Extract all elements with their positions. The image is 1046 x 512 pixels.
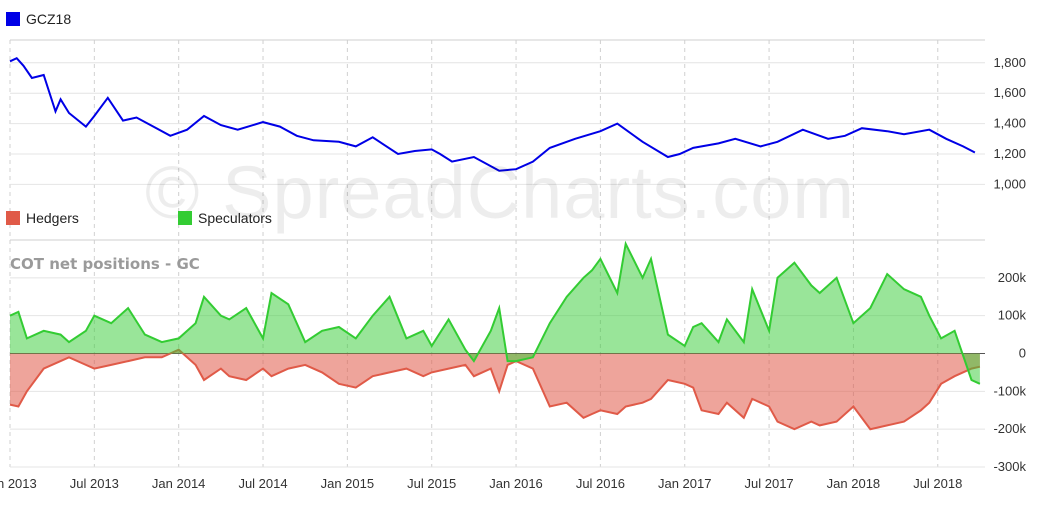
cot-panel: [9, 240, 981, 431]
x-tick-label: Jan 2015: [321, 476, 375, 491]
speculators-area: [10, 243, 980, 384]
legend-swatch-hedgers: [6, 211, 20, 225]
cot-panel-title: COT net positions - GC: [10, 255, 200, 273]
y-tick-label-cot: -200k: [993, 421, 1026, 436]
x-tick-label: Jan 2018: [827, 476, 881, 491]
y-tick-label-cot: -100k: [993, 383, 1026, 398]
axis-labels: Jan 2013 Jul 2013 Jan 2014 Jul 2014 Jan 2015…: [0, 55, 1026, 491]
legend-price[interactable]: GCZ18: [6, 11, 71, 27]
y-tick-label-price: 1,200: [993, 146, 1026, 161]
y-tick-label-price: 1,800: [993, 55, 1026, 70]
x-tick-label: Jul 2017: [745, 476, 794, 491]
legend-hedgers[interactable]: Hedgers: [6, 210, 79, 226]
watermark: © SpreadCharts.com: [145, 151, 856, 234]
y-tick-label-cot: 200k: [998, 270, 1027, 285]
x-tick-label: Jan 2013: [0, 476, 37, 491]
x-tick-label: Jul 2013: [70, 476, 119, 491]
x-tick-label: Jan 2017: [658, 476, 712, 491]
x-tick-label: Jul 2015: [407, 476, 456, 491]
legend-swatch-speculators: [178, 211, 192, 225]
legend-speculators[interactable]: Speculators: [178, 210, 272, 226]
price-series-line: [9, 56, 976, 172]
price-panel: [9, 56, 976, 172]
legend-label-price: GCZ18: [26, 11, 72, 27]
x-tick-label: Jan 2014: [152, 476, 206, 491]
legend-swatch-price: [6, 12, 20, 26]
y-tick-label-price: 1,400: [993, 116, 1026, 131]
legend-label-hedgers: Hedgers: [26, 210, 79, 226]
hedgers-area: [10, 349, 980, 430]
y-tick-label-price: 1,600: [993, 85, 1026, 100]
x-tick-label: Jul 2016: [576, 476, 625, 491]
x-tick-label: Jul 2018: [913, 476, 962, 491]
y-tick-label-cot: 100k: [998, 308, 1027, 323]
y-tick-label-cot: 0: [1019, 346, 1026, 361]
legend-label-speculators: Speculators: [198, 210, 272, 226]
speculators-line: [9, 240, 981, 385]
x-tick-label: Jan 2016: [489, 476, 543, 491]
y-tick-label-cot: -300k: [993, 459, 1026, 474]
y-tick-label-price: 1,000: [993, 176, 1026, 191]
x-tick-label: Jul 2014: [238, 476, 287, 491]
